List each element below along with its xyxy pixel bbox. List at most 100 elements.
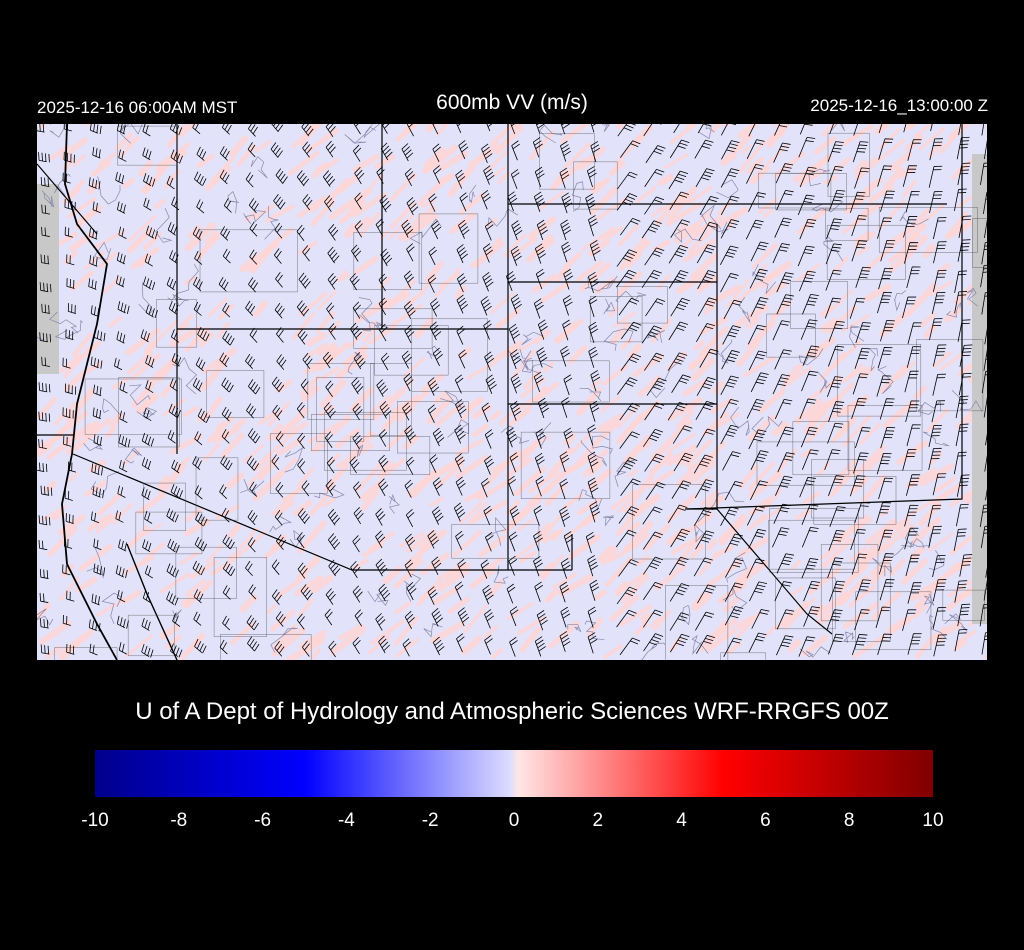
- upward-motion-area: [873, 124, 889, 135]
- wind-barb: [560, 558, 571, 579]
- terrain-contour: [602, 124, 610, 133]
- wind-barb: [274, 302, 285, 319]
- wind-barb: [40, 176, 50, 188]
- colorbar-tick-label: 8: [843, 810, 855, 831]
- upward-motion-area: [616, 571, 648, 596]
- upward-motion-area: [312, 442, 326, 453]
- wind-barb: [62, 407, 74, 419]
- terrain-contour: [649, 359, 682, 399]
- upward-motion-area: [98, 251, 117, 269]
- upward-motion-area: [617, 404, 640, 429]
- wind-barb: [459, 192, 468, 212]
- wind-barb: [645, 145, 666, 164]
- wind-barb: [533, 298, 544, 319]
- terrain-contour: [798, 348, 824, 366]
- wind-barb: [38, 540, 48, 551]
- upward-motion-area: [911, 516, 942, 544]
- upward-motion-area: [368, 325, 396, 345]
- wind-barb: [91, 593, 100, 606]
- wind-barb: [354, 166, 365, 185]
- upward-motion-area: [436, 461, 464, 488]
- upward-motion-area: [671, 535, 701, 555]
- upward-motion-area: [86, 182, 100, 195]
- upward-motion-area: [742, 356, 776, 378]
- valid-time-label: 2025-12-16_13:00:00 Z: [810, 96, 988, 115]
- wind-barb: [115, 171, 125, 185]
- upward-motion-area: [96, 597, 127, 617]
- terrain-contour: [899, 211, 929, 226]
- upward-motion-area: [157, 462, 187, 496]
- upward-motion-area: [296, 467, 314, 488]
- wind-barb: [618, 559, 639, 577]
- wind-barb: [958, 372, 972, 396]
- upward-motion-area: [325, 177, 351, 204]
- upward-motion-area: [308, 495, 329, 517]
- upward-motion-area: [315, 311, 336, 334]
- wind-barb: [905, 190, 920, 213]
- upward-motion-area: [657, 173, 674, 187]
- upward-motion-area: [737, 537, 769, 558]
- wind-barb: [352, 403, 363, 421]
- upward-motion-area: [918, 501, 942, 527]
- upward-motion-area: [478, 535, 506, 558]
- upward-motion-area: [738, 464, 759, 489]
- wind-barb: [327, 246, 340, 264]
- wind-barb: [506, 271, 516, 292]
- wind-barb: [192, 455, 202, 470]
- wind-barb: [852, 373, 869, 395]
- wind-barb: [221, 429, 230, 444]
- wind-barb: [353, 507, 364, 525]
- upward-motion-area: [112, 502, 133, 525]
- wind-barb: [249, 327, 258, 343]
- county-border: [617, 286, 668, 324]
- wind-barb: [853, 124, 858, 136]
- wind-barb: [352, 637, 361, 655]
- wind-barb: [322, 170, 335, 187]
- upward-motion-area: [747, 319, 776, 350]
- upward-motion-area: [136, 492, 166, 515]
- upward-motion-area: [129, 353, 162, 382]
- wind-barb: [670, 633, 690, 653]
- wind-barb: [588, 271, 599, 294]
- upward-motion-area: [610, 489, 636, 511]
- wind-barb: [326, 302, 335, 320]
- wind-barb: [431, 556, 442, 576]
- upward-motion-area: [745, 316, 761, 330]
- upward-motion-area: [765, 626, 776, 637]
- upward-motion-area: [159, 572, 191, 594]
- wind-barb: [65, 513, 74, 524]
- upward-motion-area: [239, 594, 258, 613]
- upward-motion-area: [580, 502, 593, 514]
- wind-barb: [668, 170, 689, 190]
- upward-motion-area: [541, 529, 560, 544]
- upward-motion-area: [821, 537, 854, 569]
- upward-motion-area: [307, 629, 327, 643]
- upward-motion-area: [438, 151, 469, 171]
- wind-barb: [854, 609, 870, 631]
- wind-barb: [403, 300, 416, 320]
- wind-barb: [144, 253, 153, 267]
- upward-motion-area: [676, 408, 695, 430]
- wind-barb: [297, 328, 308, 345]
- upward-motion-area: [550, 169, 569, 191]
- wind-barb: [560, 345, 570, 367]
- wind-barb: [616, 269, 637, 288]
- wind-barb: [645, 298, 666, 317]
- wind-barb: [587, 451, 599, 473]
- wind-barb: [878, 138, 894, 160]
- wind-barb: [145, 380, 154, 394]
- wind-barb: [799, 124, 813, 135]
- wind-barb: [326, 456, 335, 474]
- terrain-contour: [817, 371, 831, 393]
- county-border: [766, 313, 816, 358]
- wind-barb: [801, 504, 819, 525]
- upward-motion-area: [714, 544, 735, 558]
- wind-barb: [880, 320, 895, 342]
- terrain-contour: [580, 440, 607, 467]
- wind-barb: [427, 530, 439, 549]
- terrain-contour: [923, 593, 935, 614]
- wind-barb: [375, 218, 384, 237]
- wind-barb: [828, 475, 845, 496]
- upward-motion-area: [184, 506, 203, 523]
- wind-barb: [750, 297, 769, 317]
